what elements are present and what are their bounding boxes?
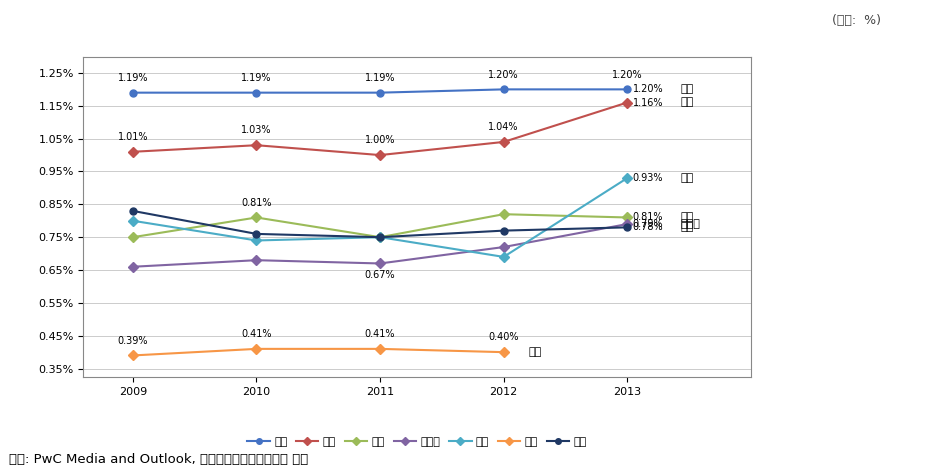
- 독일: [498, 211, 509, 217]
- 영국: [127, 149, 138, 154]
- Text: 0.67%: 0.67%: [364, 270, 396, 280]
- Text: 1.16%: 1.16%: [633, 97, 664, 107]
- 한국: [251, 231, 262, 237]
- Text: 1.19%: 1.19%: [365, 73, 395, 83]
- Text: 1.03%: 1.03%: [241, 125, 272, 136]
- 미국: [622, 87, 633, 92]
- Text: 1.19%: 1.19%: [241, 73, 272, 83]
- 일본: [251, 238, 262, 244]
- 중국: [498, 349, 509, 355]
- 프랑스: [251, 257, 262, 263]
- 한국: [622, 225, 633, 230]
- 중국: [251, 346, 262, 352]
- 독일: [622, 215, 633, 220]
- 중국: [375, 346, 386, 352]
- Line: 미국: 미국: [130, 86, 630, 96]
- Text: 0.39%: 0.39%: [118, 336, 148, 346]
- Line: 한국: 한국: [130, 207, 630, 241]
- 한국: [375, 235, 386, 240]
- Legend: 미국, 영국, 독일, 프랑스, 일본, 중국, 한국: 미국, 영국, 독일, 프랑스, 일본, 중국, 한국: [243, 432, 591, 451]
- Text: 1.00%: 1.00%: [365, 135, 395, 146]
- Text: 0.93%: 0.93%: [633, 173, 664, 183]
- 중국: [127, 353, 138, 358]
- Text: 0.40%: 0.40%: [489, 333, 519, 342]
- Text: 프랑스: 프랑스: [680, 219, 700, 229]
- 미국: [127, 90, 138, 96]
- Text: (단위:  %): (단위: %): [832, 14, 881, 27]
- 프랑스: [622, 221, 633, 227]
- Text: 1.19%: 1.19%: [118, 73, 148, 83]
- 한국: [498, 228, 509, 234]
- Text: 0.81%: 0.81%: [241, 198, 272, 208]
- Text: 자료: PwC Media and Outlook, 제일기획『광고연감』각 연도: 자료: PwC Media and Outlook, 제일기획『광고연감』각 연…: [9, 453, 309, 466]
- Text: 1.20%: 1.20%: [612, 70, 642, 80]
- 독일: [375, 235, 386, 240]
- 미국: [251, 90, 262, 96]
- 프랑스: [127, 264, 138, 269]
- Text: 영국: 영국: [680, 97, 693, 107]
- Text: 중국: 중국: [528, 347, 542, 357]
- 독일: [127, 235, 138, 240]
- 독일: [251, 215, 262, 220]
- Text: 0.81%: 0.81%: [633, 212, 664, 222]
- Text: 1.01%: 1.01%: [118, 132, 148, 142]
- Text: 0.41%: 0.41%: [241, 329, 272, 339]
- Text: 1.04%: 1.04%: [489, 122, 519, 132]
- 일본: [622, 175, 633, 181]
- 한국: [127, 208, 138, 214]
- Line: 일본: 일본: [130, 175, 630, 260]
- 프랑스: [498, 244, 509, 250]
- 영국: [251, 142, 262, 148]
- Text: 한국: 한국: [680, 222, 693, 232]
- 미국: [375, 90, 386, 96]
- 미국: [498, 87, 509, 92]
- Text: 독일: 독일: [680, 212, 693, 222]
- Line: 영국: 영국: [130, 99, 630, 159]
- Text: 1.20%: 1.20%: [489, 70, 519, 80]
- Text: 0.79%: 0.79%: [633, 219, 664, 229]
- Line: 독일: 독일: [130, 211, 630, 241]
- Text: 1.20%: 1.20%: [633, 84, 664, 94]
- Text: 0.78%: 0.78%: [633, 222, 664, 232]
- Text: 미국: 미국: [680, 84, 693, 94]
- 영국: [375, 152, 386, 158]
- 일본: [498, 254, 509, 260]
- 영국: [622, 100, 633, 106]
- Line: 프랑스: 프랑스: [130, 220, 630, 270]
- Line: 중국: 중국: [130, 345, 507, 359]
- 영국: [498, 139, 509, 145]
- 프랑스: [375, 260, 386, 266]
- Text: 0.41%: 0.41%: [365, 329, 395, 339]
- 일본: [375, 235, 386, 240]
- Text: 일본: 일본: [680, 173, 693, 183]
- 일본: [127, 218, 138, 224]
